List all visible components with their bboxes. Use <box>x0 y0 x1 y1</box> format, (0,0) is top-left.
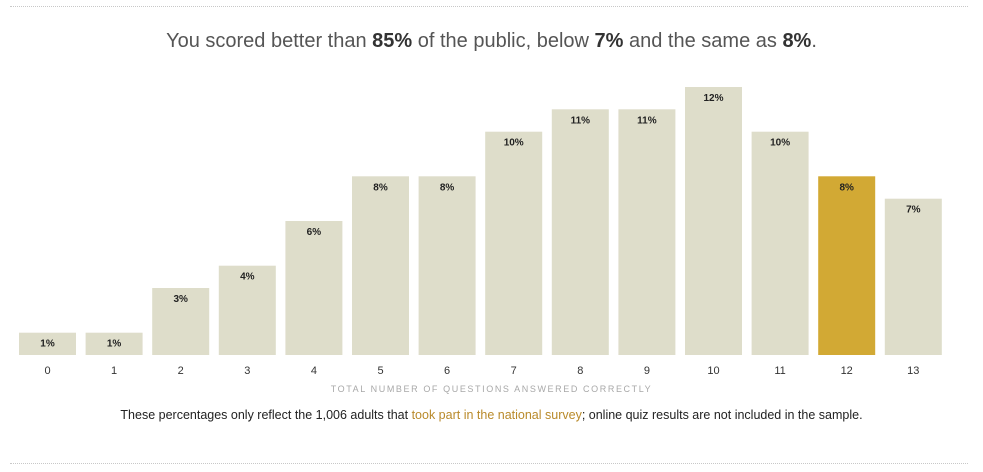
bar-value-label-13: 7% <box>906 205 921 216</box>
headline-prefix: You scored better than <box>166 30 373 52</box>
top-divider <box>10 6 968 7</box>
bar-value-label-12: 8% <box>839 182 854 193</box>
x-tick-label-6: 6 <box>444 365 450 377</box>
bar-value-label-3: 4% <box>240 272 255 283</box>
headline-mid-2: and the same as <box>623 30 783 52</box>
bar-0 <box>19 332 76 355</box>
below-percent: 7% <box>594 30 624 52</box>
x-tick-label-2: 2 <box>178 365 184 377</box>
national-survey-link[interactable]: took part in the national survey <box>411 408 582 422</box>
bar-7 <box>485 131 543 355</box>
bar-6 <box>418 176 476 355</box>
bar-value-label-10: 12% <box>703 93 723 104</box>
bar-12 <box>818 176 876 355</box>
headline-suffix: . <box>811 30 817 52</box>
bar-9 <box>618 109 676 355</box>
bar-2 <box>152 288 210 355</box>
bar-3 <box>218 265 276 355</box>
bar-value-label-9: 11% <box>637 115 657 126</box>
bar-8 <box>551 109 609 355</box>
bar-value-label-0: 1% <box>40 339 55 350</box>
x-tick-label-4: 4 <box>311 365 317 377</box>
x-tick-label-12: 12 <box>841 365 853 377</box>
x-tick-label-1: 1 <box>111 365 117 377</box>
x-tick-label-3: 3 <box>244 365 250 377</box>
bar-value-label-5: 8% <box>373 182 388 193</box>
x-tick-label-5: 5 <box>377 365 383 377</box>
bar-value-label-11: 10% <box>770 138 790 149</box>
bar-value-label-2: 3% <box>173 294 188 305</box>
score-headline: You scored better than 85% of the public… <box>0 30 983 53</box>
bar-value-label-8: 11% <box>571 115 591 126</box>
footnote: These percentages only reflect the 1,006… <box>0 408 983 422</box>
x-tick-label-10: 10 <box>707 365 719 377</box>
bar-value-label-1: 1% <box>107 339 122 350</box>
x-tick-label-11: 11 <box>774 365 785 377</box>
same-as-percent: 8% <box>782 30 812 52</box>
x-tick-label-0: 0 <box>44 365 50 377</box>
bar-11 <box>751 131 809 355</box>
better-than-percent: 85% <box>372 30 413 52</box>
bar-5 <box>352 176 409 355</box>
bar-4 <box>285 221 343 355</box>
headline-mid-1: of the public, below <box>412 30 595 52</box>
bar-value-label-6: 8% <box>440 182 455 193</box>
bar-1 <box>85 332 143 355</box>
bar-10 <box>685 87 742 355</box>
x-axis-title: TOTAL NUMBER OF QUESTIONS ANSWERED CORRE… <box>330 384 653 394</box>
footnote-text-before: These percentages only reflect the 1,006… <box>120 408 412 422</box>
x-tick-label-8: 8 <box>577 365 583 377</box>
footnote-text-after: ; online quiz results are not included i… <box>581 408 863 422</box>
x-tick-label-13: 13 <box>907 365 919 377</box>
x-tick-label-9: 9 <box>644 365 650 377</box>
x-tick-label-7: 7 <box>511 365 517 377</box>
bar-value-label-7: 10% <box>504 138 524 149</box>
bar-value-label-4: 6% <box>307 227 322 238</box>
bottom-divider <box>10 463 968 464</box>
bar-13 <box>884 198 942 355</box>
